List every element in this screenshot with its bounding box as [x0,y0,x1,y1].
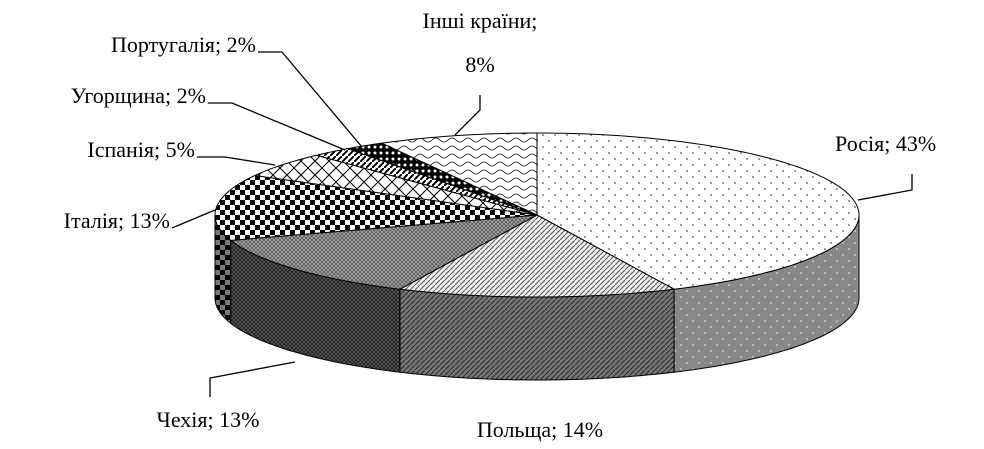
leader-line [209,361,296,397]
pie-slice [536,132,860,290]
data-label: Італія; 13% [64,208,170,233]
data-label: Польща; 14% [477,417,603,442]
pie-slice [316,148,538,216]
leader-line [857,174,913,201]
pie-slice [214,174,538,241]
pie-slice [398,214,676,298]
data-label: Португалія; 2% [111,32,256,57]
pie-side [399,288,675,381]
data-label: Інші країни; 8% [423,8,538,77]
data-label: Угорщина; 2% [71,83,206,108]
data-label-line: Інші країни; [423,8,538,33]
leader-line [208,102,346,151]
leader-line [454,95,481,136]
leader-line [197,156,276,166]
pie-slice [253,154,538,216]
pie-slice [229,214,538,290]
data-label: Чехія; 13% [157,407,260,432]
data-label: Іспанія; 5% [87,137,195,162]
data-label: Росія; 43% [835,131,936,156]
leader-line [258,51,363,148]
data-label-line: 8% [465,52,494,77]
pie-slice [380,132,538,216]
leader-line [171,209,216,229]
pie-slice [345,142,538,216]
